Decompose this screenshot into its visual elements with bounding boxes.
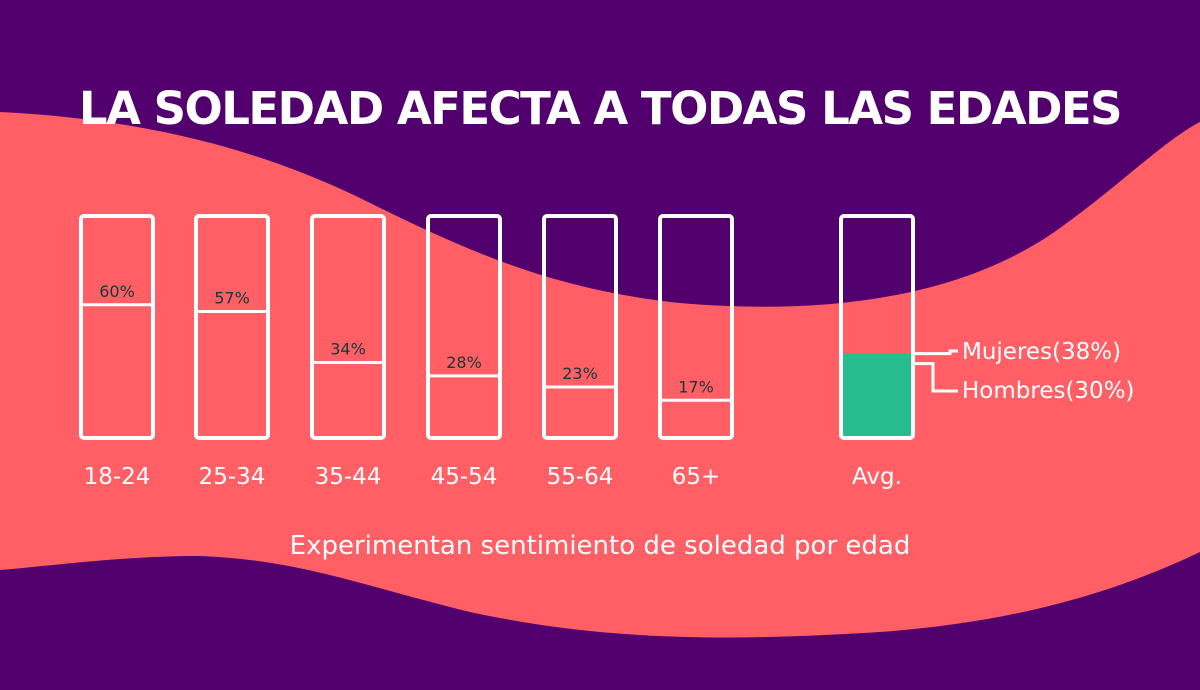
bar-frame-18-24 — [79, 214, 155, 440]
x-tick-label-55-64: 55-64 — [547, 464, 614, 490]
bar-18-24 — [81, 304, 153, 438]
bar-65+ — [660, 400, 732, 438]
value-label-45-54: 28% — [446, 353, 482, 372]
value-label-25-34: 57% — [214, 288, 250, 307]
x-tick-label-45-54: 45-54 — [431, 464, 498, 490]
legend-line-hombres — [915, 362, 958, 393]
value-label-35-44: 34% — [330, 340, 366, 359]
x-tick-label-65+: 65+ — [672, 464, 721, 490]
x-tick-label-25-34: 25-34 — [199, 464, 266, 490]
bar-frame-65+ — [658, 214, 734, 440]
bar-frame-35-44 — [310, 214, 386, 440]
chart-subtitle: Experimentan sentimiento de soledad por … — [289, 531, 911, 561]
bar-frame-Avg. — [839, 214, 915, 440]
bar-frame-25-34 — [194, 214, 270, 440]
avg-bar-fill — [841, 353, 913, 438]
bar-35-44 — [312, 362, 384, 438]
value-label-18-24: 60% — [99, 282, 135, 301]
x-tick-label-Avg.: Avg. — [852, 464, 902, 490]
bar-55-64 — [544, 386, 616, 438]
value-label-55-64: 23% — [562, 364, 598, 383]
x-tick-label-35-44: 35-44 — [315, 464, 382, 490]
legend-line-mujeres — [915, 349, 958, 356]
bar-frame-45-54 — [426, 214, 502, 440]
legend-mujeres: Mujeres(38%) — [962, 339, 1122, 365]
value-label-65+: 17% — [678, 377, 714, 396]
legend-hombres: Hombres(30%) — [962, 378, 1135, 404]
x-tick-label-18-24: 18-24 — [84, 464, 151, 490]
bar-25-34 — [196, 311, 268, 438]
bar-frame-55-64 — [542, 214, 618, 440]
bar-45-54 — [428, 375, 500, 438]
chart-title: LA SOLEDAD AFECTA A TODAS LAS EDADES — [78, 82, 1123, 135]
